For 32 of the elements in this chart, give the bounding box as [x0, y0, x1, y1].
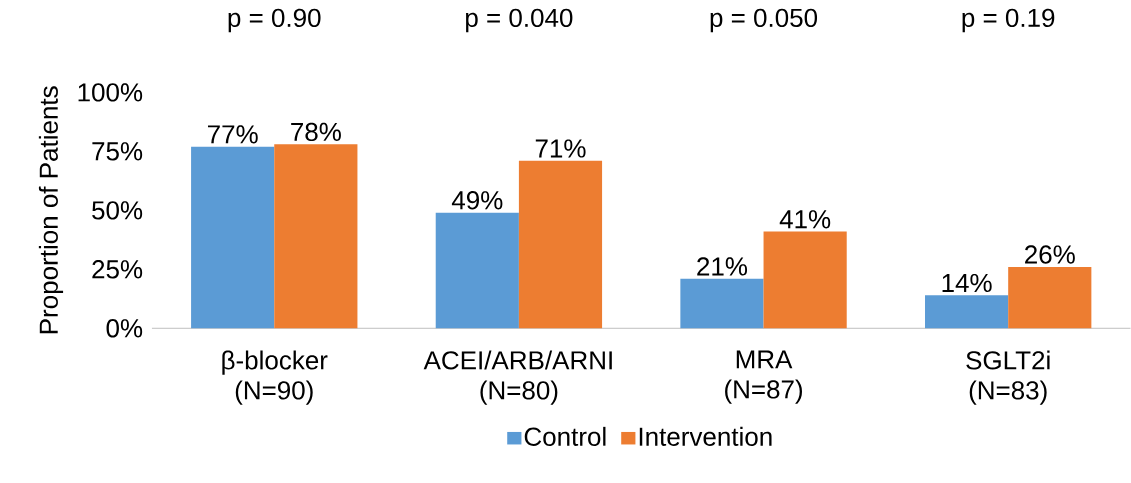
x-tick-label: MRA (N=87) [725, 350, 802, 404]
bar [1008, 266, 1092, 329]
y-tick-label: 100% [78, 83, 143, 102]
data-label: 21% [697, 257, 748, 276]
bar [435, 212, 519, 329]
data-label: 71% [535, 139, 586, 158]
bar [763, 231, 847, 329]
y-tick-label: 0% [106, 318, 143, 338]
data-label: 41% [779, 210, 831, 229]
text: p = 0.90 [228, 8, 321, 33]
data-label: 78% [291, 122, 341, 141]
text: p = 0.050 [710, 8, 818, 33]
bar [925, 295, 1009, 329]
x-tick-label: β-blocker (N=90) [222, 350, 328, 405]
text: p = 0.19 [962, 8, 1055, 33]
y-axis-title: Proportion of Patients [38, 86, 64, 334]
y-tick-label: 75% [92, 142, 143, 161]
bar [518, 160, 603, 329]
data-label: 26% [1025, 245, 1075, 264]
y-tick-label: 50% [92, 201, 143, 220]
y-tick-label: 25% [92, 260, 143, 279]
data-label: 49% [451, 190, 503, 210]
x-tick-label: SGLT2i (N=83) [966, 350, 1050, 405]
data-label: 14% [942, 273, 992, 292]
data-label: 77% [207, 125, 258, 144]
x-tick-label: ACEI/ARB/ARNI (N=80) [423, 350, 612, 405]
bar [680, 278, 764, 329]
text: p = 0.040 [466, 8, 573, 33]
bar [191, 146, 275, 329]
bar [274, 144, 358, 329]
legend-label: Intervention [639, 426, 772, 446]
legend-label: Control [524, 426, 606, 446]
